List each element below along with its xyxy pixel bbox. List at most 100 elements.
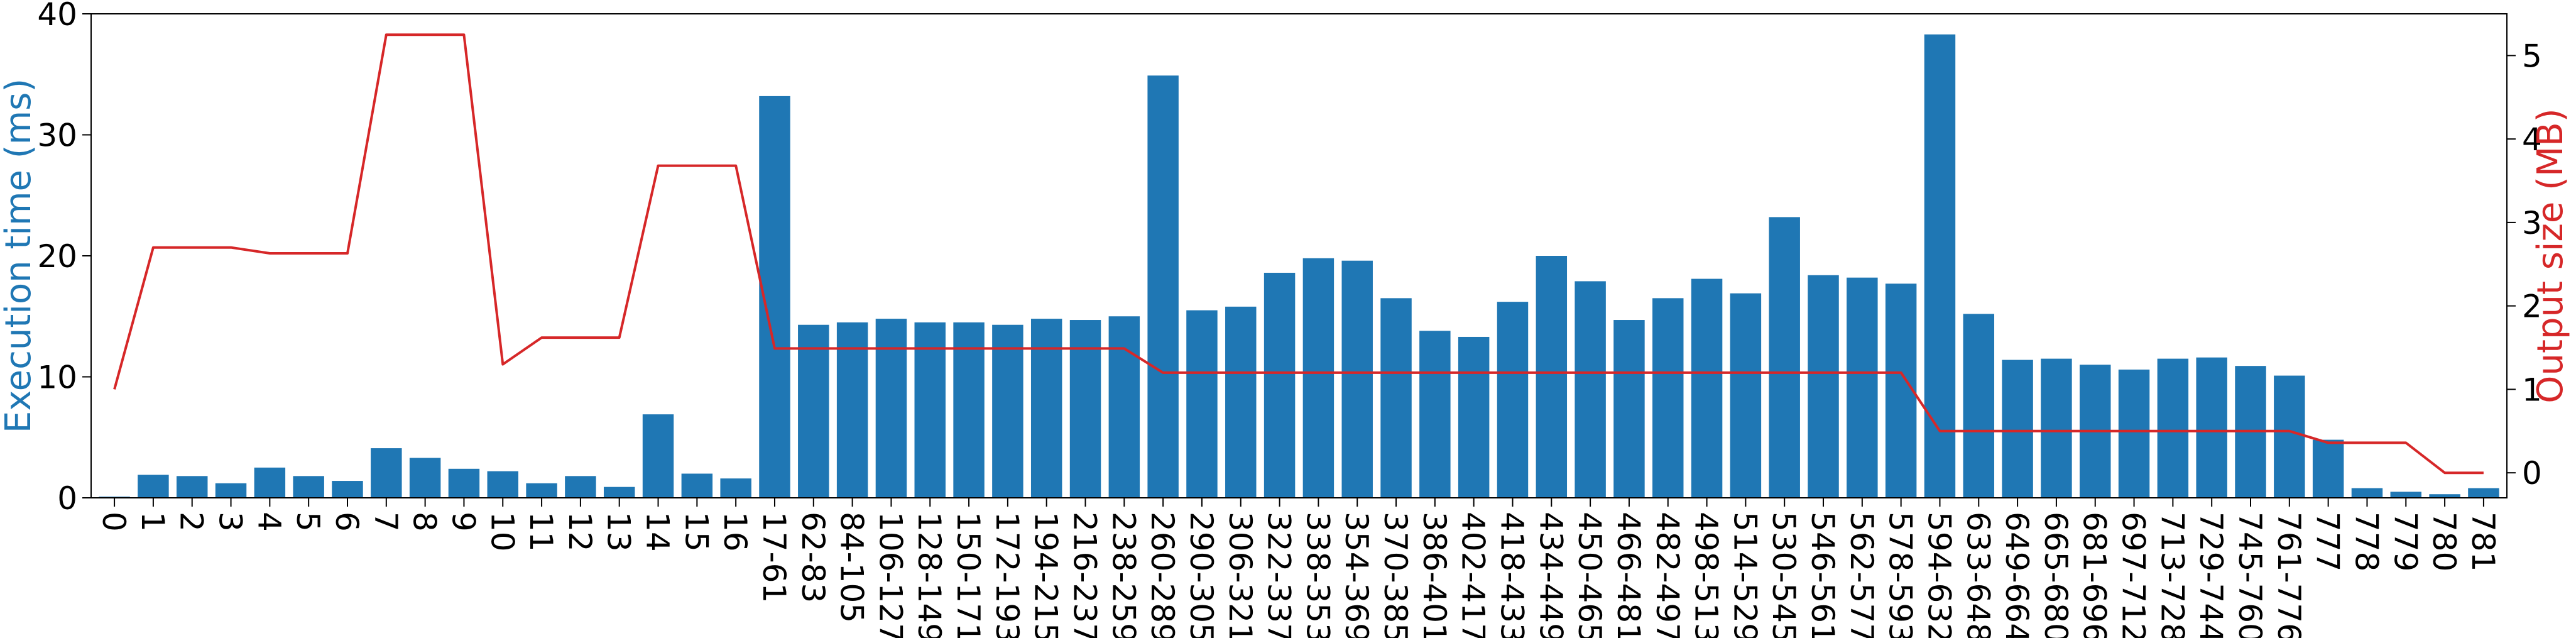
x-tick-label: 546-561 (1804, 512, 1841, 638)
bar (1186, 310, 1218, 498)
y2-tick-label: 3 (2522, 205, 2542, 241)
x-tick-label: 697-712 (2115, 512, 2152, 638)
x-tick-label: 418-433 (1494, 512, 1531, 638)
bar (953, 322, 985, 498)
left-y-axis-label: Execution time (ms) (0, 79, 39, 433)
x-tick-label: 15 (678, 512, 714, 552)
bar (875, 319, 907, 498)
bar (176, 476, 208, 498)
right-y-axis-label: Output size (MB) (2530, 108, 2571, 403)
bar (1575, 281, 1606, 498)
x-tick-label: 6 (329, 512, 365, 532)
bar (1497, 302, 1529, 498)
x-tick-label: 779 (2387, 512, 2423, 571)
x-tick-label: 745-760 (2232, 512, 2268, 638)
x-tick-label: 322-337 (1261, 512, 1297, 638)
bar (1691, 278, 1723, 498)
x-tick-label: 466-481 (1610, 512, 1647, 638)
x-tick-label: 778 (2349, 512, 2385, 571)
bar (1147, 75, 1179, 498)
x-tick-label: 3 (212, 512, 249, 532)
y-tick-label: 10 (37, 360, 77, 396)
bar (371, 448, 402, 498)
bar (1458, 336, 1490, 498)
y2-tick-label: 5 (2522, 38, 2542, 74)
bar (1069, 320, 1101, 498)
bar (254, 467, 286, 498)
bar (681, 473, 713, 498)
x-tick-label: 434-449 (1532, 512, 1569, 638)
x-tick-label: 84-105 (834, 512, 870, 623)
x-tick-label: 713-728 (2154, 512, 2190, 638)
bar (1847, 277, 1878, 498)
bar (1613, 320, 1645, 498)
bar (798, 324, 829, 498)
x-tick-label: 194-215 (1028, 512, 1064, 638)
y-tick-label: 40 (37, 0, 77, 33)
bar (603, 487, 635, 498)
x-tick-label: 370-385 (1377, 512, 1414, 638)
x-tick-label: 62-83 (795, 512, 831, 603)
x-tick-label: 172-193 (989, 512, 1025, 638)
bar (1730, 293, 1762, 498)
bar (1030, 319, 1062, 498)
x-tick-label: 681-696 (2077, 512, 2113, 638)
x-tick-label: 1 (134, 512, 171, 532)
bar (409, 458, 441, 498)
x-tick-label: 729-744 (2193, 512, 2229, 638)
x-tick-label: 11 (523, 512, 559, 552)
x-tick-label: 482-497 (1649, 512, 1686, 638)
x-tick-label: 781 (2465, 512, 2501, 571)
x-tick-label: 260-289 (1144, 512, 1181, 638)
x-tick-label: 761-776 (2271, 512, 2307, 638)
bar (720, 478, 751, 498)
x-tick-label: 594-632 (1921, 512, 1958, 638)
bar (1419, 331, 1451, 498)
bar (2274, 375, 2305, 498)
x-tick-label: 17-61 (756, 512, 792, 603)
x-tick-label: 386-401 (1416, 512, 1453, 638)
x-tick-label: 290-305 (1183, 512, 1220, 638)
bar (138, 475, 169, 498)
bar (2196, 357, 2227, 498)
bar (1652, 298, 1684, 498)
x-tick-label: 5 (290, 512, 326, 532)
x-tick-label: 16 (717, 512, 753, 552)
x-tick-label: 8 (407, 512, 443, 532)
x-tick-label: 12 (562, 512, 598, 552)
output-size-line (113, 33, 2484, 475)
x-tick-label: 665-680 (2038, 512, 2074, 638)
bar (642, 414, 674, 498)
bar (2002, 360, 2033, 498)
x-tick-label: 402-417 (1455, 512, 1492, 638)
y2-tick-label: 0 (2522, 455, 2542, 492)
bar (1885, 283, 1917, 498)
y-tick-label: 30 (37, 118, 77, 154)
bars-layer (99, 34, 2499, 498)
bar (1963, 314, 1995, 498)
y2-tick-label: 1 (2522, 371, 2542, 408)
bar (1341, 260, 1373, 498)
x-axis: 0 1 2 3 4 5 6 7 8 9 10 11 12 13 14 15 16 17-61 62-83 84-105… (96, 498, 2501, 638)
bar (1263, 272, 1296, 498)
bar (2118, 369, 2150, 498)
x-tick-label: 238-259 (1105, 512, 1142, 638)
x-tick-label: 514-529 (1727, 512, 1763, 638)
bar (2312, 439, 2344, 498)
x-tick-label: 14 (640, 512, 676, 552)
bar (1225, 306, 1257, 498)
x-tick-label: 4 (251, 512, 287, 532)
line-layer (113, 33, 2484, 475)
x-tick-label: 338-353 (1299, 512, 1336, 638)
bar (293, 476, 324, 498)
x-tick-label: 354-369 (1338, 512, 1375, 638)
y-tick-label: 20 (37, 238, 77, 275)
x-tick-label: 9 (445, 512, 481, 532)
x-tick-label: 216-237 (1067, 512, 1103, 638)
x-tick-label: 0 (96, 512, 132, 532)
x-tick-label: 7 (368, 512, 404, 532)
x-tick-label: 150-171 (950, 512, 986, 638)
x-tick-label: 562-577 (1843, 512, 1880, 638)
x-tick-label: 128-149 (911, 512, 947, 638)
